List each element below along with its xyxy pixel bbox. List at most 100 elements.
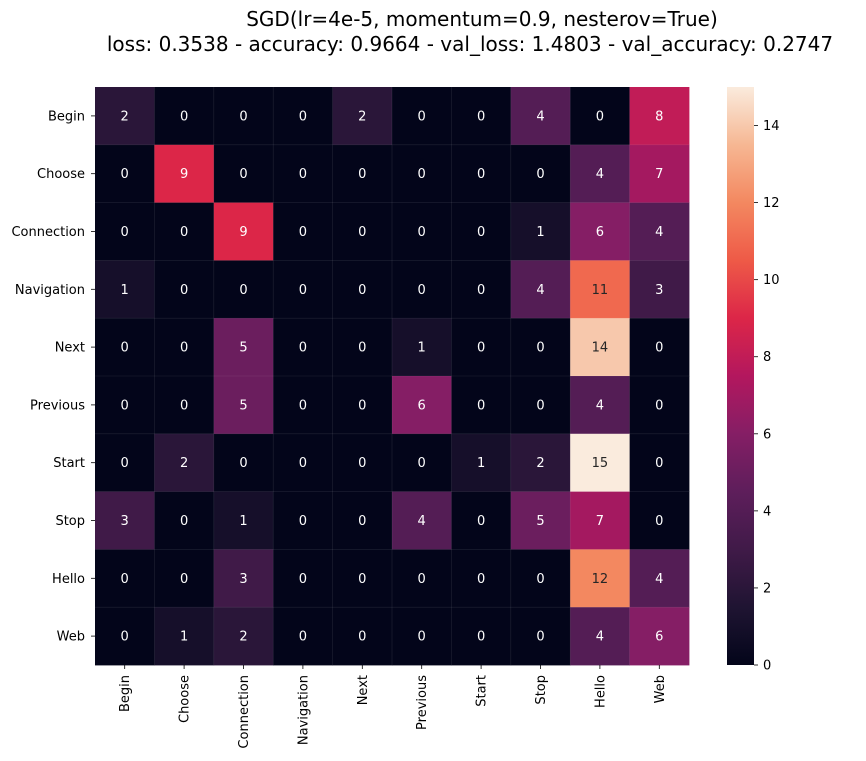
heatmap-cell-previous-navigation bbox=[273, 376, 333, 435]
cell-value-label-previous-web: 0 bbox=[655, 398, 663, 413]
cell-value-label-start-previous: 0 bbox=[418, 456, 426, 471]
cell-value-label-web-previous: 0 bbox=[418, 630, 426, 645]
cell-value-label-web-hello: 4 bbox=[596, 630, 604, 645]
cell-value-label-start-web: 0 bbox=[655, 456, 663, 471]
cell-value-label-begin-navigation: 0 bbox=[299, 109, 307, 124]
heatmap-cell-navigation-choose bbox=[154, 260, 215, 319]
cell-value-label-navigation-web: 3 bbox=[655, 283, 663, 298]
cell-value-label-navigation-next: 0 bbox=[358, 283, 366, 298]
column-label-hello: Hello bbox=[593, 675, 608, 708]
heatmap-cell-next-next bbox=[332, 318, 393, 377]
cell-value-label-choose-web: 7 bbox=[655, 167, 663, 182]
heatmap-cell-next-hello bbox=[570, 318, 630, 377]
row-label-web: Web bbox=[57, 630, 85, 645]
heatmap-cell-choose-web bbox=[629, 144, 690, 203]
cell-value-label-connection-connection: 9 bbox=[239, 225, 247, 240]
cell-value-label-begin-previous: 0 bbox=[418, 109, 426, 124]
heatmap-cell-web-connection bbox=[213, 607, 274, 666]
cell-value-label-navigation-hello: 11 bbox=[592, 283, 609, 298]
cell-value-label-connection-choose: 0 bbox=[180, 225, 188, 240]
row-label-start: Start bbox=[53, 456, 85, 471]
cell-value-label-connection-web: 4 bbox=[655, 225, 663, 240]
heatmap-cell-previous-web bbox=[629, 376, 690, 435]
heatmap-cell-connection-start bbox=[451, 202, 512, 261]
heatmap-cell-connection-hello bbox=[570, 202, 630, 261]
column-label-begin: Begin bbox=[118, 675, 133, 712]
heatmap-cell-start-choose bbox=[154, 433, 215, 492]
cell-value-label-hello-connection: 3 bbox=[239, 572, 247, 587]
row-label-previous: Previous bbox=[30, 398, 85, 413]
heatmap-cell-choose-hello bbox=[570, 144, 630, 203]
cell-value-label-stop-previous: 4 bbox=[418, 514, 426, 529]
heatmap-cell-web-begin bbox=[95, 607, 155, 666]
cell-value-label-web-start: 0 bbox=[477, 630, 485, 645]
row-label-connection: Connection bbox=[11, 225, 85, 240]
colorbar-tick-label-10: 10 bbox=[763, 273, 780, 288]
column-label-navigation: Navigation bbox=[296, 675, 311, 745]
heatmap-cell-choose-navigation bbox=[273, 144, 333, 203]
heatmap-cell-stop-start bbox=[451, 491, 512, 550]
heatmap-cell-hello-begin bbox=[95, 549, 155, 608]
cell-value-label-next-web: 0 bbox=[655, 341, 663, 356]
heatmap-cell-previous-next bbox=[332, 376, 393, 435]
heatmap-cell-start-connection bbox=[213, 433, 274, 492]
cell-value-label-hello-hello: 12 bbox=[592, 572, 609, 587]
column-label-next: Next bbox=[356, 675, 371, 705]
heatmap-cell-web-next bbox=[332, 607, 393, 666]
heatmap-cell-next-previous bbox=[392, 318, 452, 377]
cell-value-label-hello-navigation: 0 bbox=[299, 572, 307, 587]
cell-value-label-hello-begin: 0 bbox=[121, 572, 129, 587]
heatmap-cell-next-begin bbox=[95, 318, 155, 377]
heatmap-cell-choose-choose bbox=[154, 144, 215, 203]
cell-value-label-web-choose: 1 bbox=[180, 630, 188, 645]
cell-value-label-begin-hello: 0 bbox=[596, 109, 604, 124]
heatmap-cell-choose-begin bbox=[95, 144, 155, 203]
cell-value-label-previous-stop: 0 bbox=[536, 398, 544, 413]
cell-value-label-web-connection: 2 bbox=[239, 630, 247, 645]
heatmap-cell-begin-choose bbox=[154, 87, 215, 146]
cell-value-label-web-stop: 0 bbox=[536, 630, 544, 645]
heatmap-cell-connection-navigation bbox=[273, 202, 333, 261]
cell-value-label-stop-hello: 7 bbox=[596, 514, 604, 529]
column-label-stop: Stop bbox=[534, 675, 549, 705]
heatmap-cell-choose-stop bbox=[510, 144, 571, 203]
cell-value-label-web-web: 6 bbox=[655, 630, 663, 645]
cell-value-label-hello-stop: 0 bbox=[536, 572, 544, 587]
colorbar-tick-label-8: 8 bbox=[763, 350, 771, 365]
cell-value-label-choose-begin: 0 bbox=[121, 167, 129, 182]
heatmap-cell-navigation-navigation bbox=[273, 260, 333, 319]
column-label-previous: Previous bbox=[415, 675, 430, 730]
cell-value-label-stop-navigation: 0 bbox=[299, 514, 307, 529]
heatmap-cell-connection-next bbox=[332, 202, 393, 261]
heatmap-cell-hello-navigation bbox=[273, 549, 333, 608]
heatmap-cell-begin-web bbox=[629, 87, 690, 146]
heatmap-cell-begin-navigation bbox=[273, 87, 333, 146]
heatmap-cell-navigation-start bbox=[451, 260, 512, 319]
cell-value-label-next-connection: 5 bbox=[239, 341, 247, 356]
heatmap-cell-next-navigation bbox=[273, 318, 333, 377]
heatmap-cell-connection-choose bbox=[154, 202, 215, 261]
cell-value-label-web-next: 0 bbox=[358, 630, 366, 645]
heatmap-cell-hello-web bbox=[629, 549, 690, 608]
cell-value-label-navigation-previous: 0 bbox=[418, 283, 426, 298]
heatmap-cell-web-stop bbox=[510, 607, 571, 666]
cell-value-label-stop-begin: 3 bbox=[121, 514, 129, 529]
heatmap-cell-connection-web bbox=[629, 202, 690, 261]
heatmap-cell-web-navigation bbox=[273, 607, 333, 666]
cell-value-label-connection-navigation: 0 bbox=[299, 225, 307, 240]
cell-value-label-choose-stop: 0 bbox=[536, 167, 544, 182]
cell-value-label-next-choose: 0 bbox=[180, 341, 188, 356]
heatmap-cell-choose-connection bbox=[213, 144, 274, 203]
cell-value-label-previous-previous: 6 bbox=[418, 398, 426, 413]
row-label-next: Next bbox=[55, 341, 85, 356]
cell-value-label-next-next: 0 bbox=[358, 341, 366, 356]
cell-value-label-choose-previous: 0 bbox=[418, 167, 426, 182]
heatmap-cell-start-web bbox=[629, 433, 690, 492]
cell-value-label-previous-navigation: 0 bbox=[299, 398, 307, 413]
colorbar: 0 2 4 6 8 10 12 14 bbox=[727, 87, 780, 674]
heatmap-cell-hello-stop bbox=[510, 549, 571, 608]
cell-value-label-choose-navigation: 0 bbox=[299, 167, 307, 182]
cell-value-label-previous-next: 0 bbox=[358, 398, 366, 413]
cell-value-label-navigation-begin: 1 bbox=[121, 283, 129, 298]
chart-title-line-2: loss: 0.3538 - accuracy: 0.9664 - val_lo… bbox=[107, 32, 833, 56]
